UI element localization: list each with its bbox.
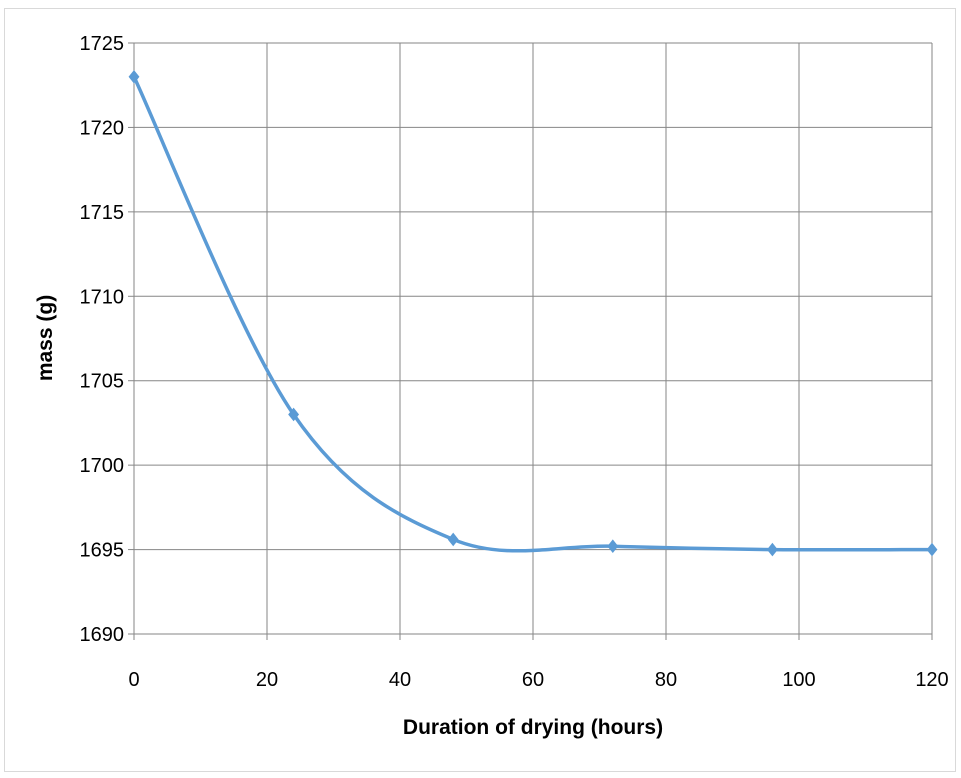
y-tick-label: 1690 bbox=[80, 624, 125, 646]
grid bbox=[134, 42, 933, 634]
x-tick-label: 40 bbox=[389, 669, 411, 691]
x-axis-title: Duration of drying (hours) bbox=[403, 716, 663, 739]
data-point-marker bbox=[128, 69, 140, 84]
chart-frame bbox=[4, 8, 956, 772]
x-tick-label: 0 bbox=[128, 669, 139, 691]
data-point-marker bbox=[926, 542, 938, 557]
x-tick-label: 20 bbox=[256, 669, 278, 691]
x-tick-label: 80 bbox=[655, 669, 677, 691]
y-tick-label: 1705 bbox=[80, 371, 125, 393]
y-tick-label: 1710 bbox=[80, 286, 125, 308]
data-point-marker bbox=[447, 532, 459, 547]
x-tick-label: 120 bbox=[915, 669, 948, 691]
x-tick-label: 100 bbox=[782, 669, 815, 691]
series-layer bbox=[128, 69, 938, 557]
y-tick-label: 1725 bbox=[80, 33, 125, 55]
y-tick-label: 1720 bbox=[80, 117, 125, 139]
y-tick-label: 1695 bbox=[80, 540, 125, 562]
data-point-marker bbox=[607, 539, 619, 553]
data-point-marker bbox=[288, 407, 300, 422]
y-axis-title: mass (g) bbox=[34, 295, 57, 381]
data-point-marker bbox=[766, 542, 778, 557]
x-tick-label: 60 bbox=[522, 669, 544, 691]
tick-labels: 1690 1695 1700 1705 1710 1715 1720 1725 0 20 40 60 8… bbox=[80, 33, 949, 691]
axes bbox=[128, 42, 933, 640]
y-tick-label: 1700 bbox=[80, 455, 125, 477]
y-tick-label: 1715 bbox=[80, 202, 125, 224]
